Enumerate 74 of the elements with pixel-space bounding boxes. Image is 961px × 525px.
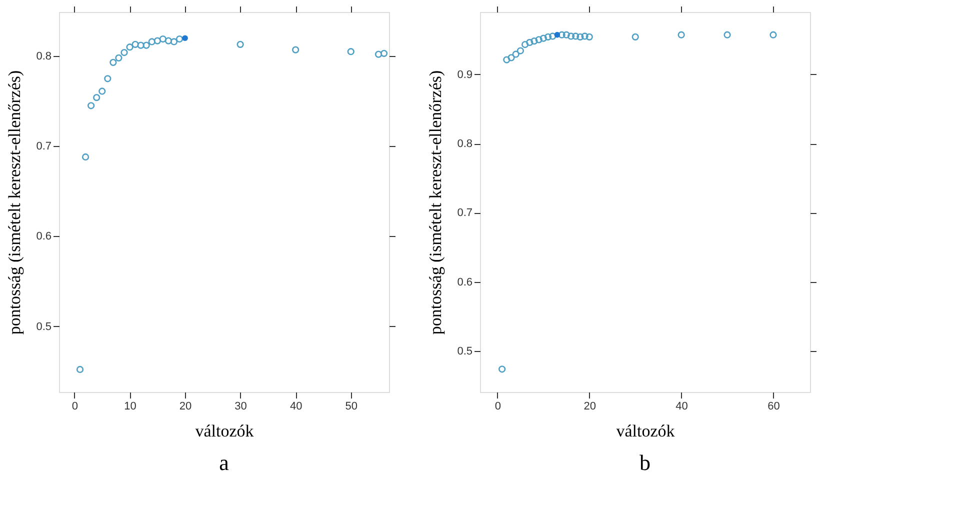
point <box>132 40 139 48</box>
x-tick-label: 40 <box>676 400 688 412</box>
point <box>170 38 178 46</box>
text: b <box>640 450 650 475</box>
x-axis-title: változók <box>195 422 254 440</box>
point <box>581 32 588 40</box>
x-tick-label: 40 <box>290 400 302 412</box>
point <box>347 48 354 56</box>
point <box>110 58 117 66</box>
y-tick-label: 0.7 <box>36 140 52 153</box>
point <box>182 35 188 42</box>
y-tick-label: 0.8 <box>457 138 472 150</box>
x-tick-label: 10 <box>124 400 136 412</box>
point <box>544 33 552 40</box>
point <box>535 36 542 44</box>
point <box>82 153 90 161</box>
point <box>115 54 122 62</box>
y-tick-label: 0.6 <box>457 276 472 288</box>
x-tick-label: 20 <box>179 400 192 412</box>
y-tick-label: 0.8 <box>36 50 52 63</box>
point <box>567 32 575 40</box>
y-tick-label: 0.5 <box>457 346 472 358</box>
text: a <box>219 450 230 475</box>
point <box>521 40 529 48</box>
point <box>572 32 580 40</box>
point <box>516 47 524 54</box>
x-axis-title: változók <box>616 422 676 440</box>
y-tick-label: 0.5 <box>36 320 52 333</box>
point <box>154 37 161 44</box>
point <box>93 94 100 102</box>
point <box>512 50 520 58</box>
point <box>526 38 534 46</box>
y-tick-label: 0.7 <box>457 207 472 220</box>
point <box>292 46 300 54</box>
point <box>558 31 566 38</box>
x-tick-label: 0 <box>72 400 78 412</box>
point <box>176 35 184 43</box>
point <box>148 38 156 46</box>
point <box>142 42 150 49</box>
point <box>236 40 244 48</box>
point <box>549 32 556 40</box>
x-tick-label: 50 <box>345 400 358 412</box>
point <box>87 102 95 110</box>
point <box>76 366 84 374</box>
point <box>98 88 106 95</box>
x-tick-label: 60 <box>768 400 780 412</box>
point <box>632 33 639 40</box>
point <box>120 48 128 56</box>
y-tick-label: 0.9 <box>457 68 472 81</box>
point <box>126 44 134 51</box>
point <box>724 31 731 38</box>
point <box>164 37 172 44</box>
point <box>554 32 560 38</box>
point <box>137 42 144 49</box>
point <box>380 50 388 57</box>
point <box>540 34 547 42</box>
x-tick-label: 0 <box>494 400 502 412</box>
y-axis-title: pontosság (ismételt kereszt-ellenőrzés) <box>426 70 446 335</box>
point <box>374 50 382 58</box>
point <box>678 31 685 38</box>
point <box>576 33 584 40</box>
point <box>104 75 112 82</box>
point <box>508 54 515 62</box>
y-tick-label: 0.6 <box>36 230 52 243</box>
point <box>530 38 538 45</box>
x-tick-label: 30 <box>234 400 247 412</box>
point <box>159 35 166 43</box>
x-tick-label: 20 <box>584 400 596 412</box>
point <box>498 366 506 373</box>
y-axis-title: pontosság (ismételt kereszt-ellenőrzés) <box>5 70 24 335</box>
point <box>770 31 777 38</box>
point <box>562 31 570 38</box>
point <box>586 33 593 40</box>
point <box>503 56 510 64</box>
